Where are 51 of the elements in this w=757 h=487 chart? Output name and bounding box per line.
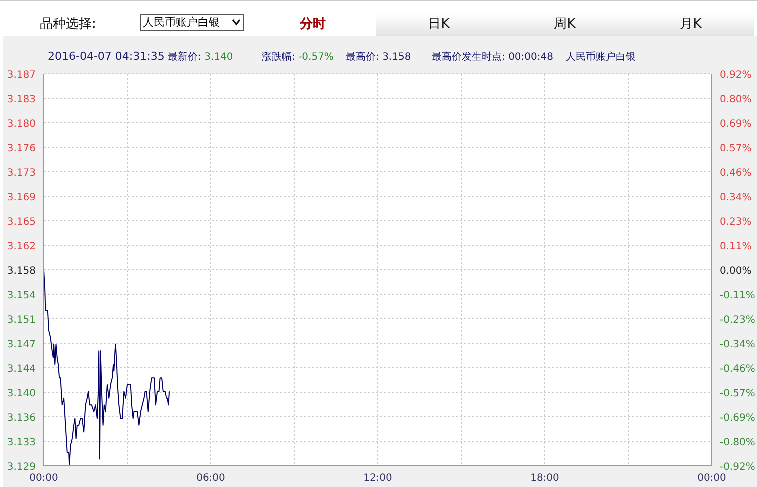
x-tick-label: 12:00	[364, 473, 392, 484]
y-tick-label: 3.136	[7, 413, 36, 424]
y-tick-label: 3.169	[7, 192, 36, 204]
text: 人民币账户白银	[566, 52, 636, 63]
y2-tick-label: 0.00%	[720, 266, 752, 277]
y2-tick-label: -0.80%	[720, 438, 756, 448]
y-tick-label: 3.129	[7, 462, 36, 473]
x-tick-label: 00:00	[698, 473, 726, 484]
x-tick-label: 00:00	[30, 473, 58, 484]
x-tick-label: 18:00	[530, 473, 560, 484]
y2-tick-label: 0.69%	[720, 119, 752, 130]
text: 品种选择:	[40, 16, 96, 33]
y2-tick-label: -0.69%	[720, 413, 756, 424]
text: 最新价: 3.140	[168, 52, 234, 63]
y-tick-label: 3.162	[7, 242, 36, 252]
y-tick-label: 3.151	[7, 315, 36, 326]
y-tick-label: 3.133	[7, 438, 36, 448]
y2-tick-label: -0.34%	[720, 340, 756, 350]
text: 最高价发生时点: 00:00:48	[432, 52, 554, 63]
y2-tick-label: -0.92%	[720, 462, 756, 473]
y2-tick-label: 0.23%	[720, 217, 752, 228]
y-tick-label: 3.165	[7, 217, 36, 228]
text: 最高价: 3.158	[346, 52, 412, 63]
text: 涨跌幅: -0.57%	[262, 52, 334, 63]
y2-tick-label: 0.34%	[720, 192, 752, 204]
y2-tick-label: 0.80%	[720, 94, 752, 106]
y2-tick-label: 0.11%	[720, 242, 752, 252]
y-tick-label: 3.154	[7, 290, 36, 302]
y-tick-label: 3.140	[7, 388, 36, 400]
y2-tick-label: -0.11%	[720, 290, 756, 302]
text: 2016-04-07 04:31:35	[48, 50, 165, 63]
text: 日K	[376, 14, 502, 36]
y2-tick-label: -0.46%	[720, 364, 756, 375]
y-tick-label: 3.173	[7, 168, 36, 179]
text: 周K	[502, 14, 628, 36]
y-tick-label: 3.176	[7, 144, 36, 154]
x-tick-label: 06:00	[196, 473, 226, 484]
y2-tick-label: -0.57%	[720, 388, 756, 400]
y-tick-label: 3.144	[7, 364, 36, 375]
y-tick-label: 3.187	[7, 70, 36, 81]
y-tick-label: 3.158	[7, 266, 36, 277]
y-tick-label: 3.183	[7, 94, 36, 106]
y2-tick-label: -0.23%	[720, 315, 756, 326]
y-tick-label: 3.180	[7, 119, 36, 130]
y2-tick-label: 0.46%	[720, 168, 752, 179]
text: 月K	[628, 14, 754, 36]
y2-tick-label: 0.92%	[720, 70, 752, 81]
y2-tick-label: 0.57%	[720, 144, 752, 154]
dropdown: 人民币账户白银	[140, 14, 244, 31]
text: 分时	[250, 14, 376, 36]
y-tick-label: 3.147	[7, 340, 36, 350]
